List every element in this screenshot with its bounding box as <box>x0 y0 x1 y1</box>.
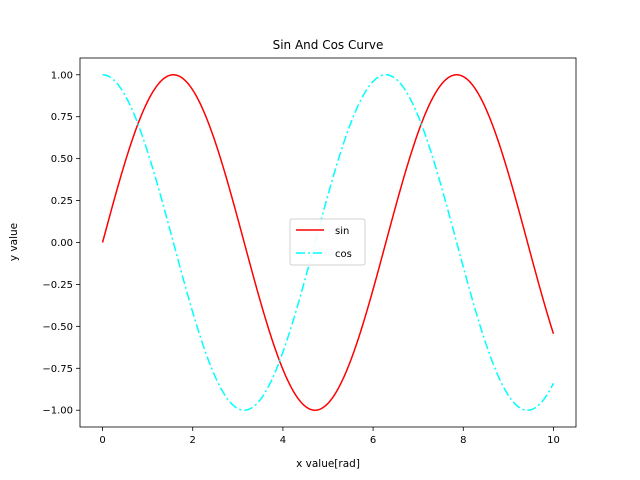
x-tick-label: 2 <box>190 435 196 446</box>
legend-label-cos: cos <box>335 249 352 260</box>
series-line-sin <box>101 74 555 411</box>
y-tick-label: 0.50 <box>51 154 73 165</box>
x-tick-label: 10 <box>547 435 560 446</box>
x-tick-label: 4 <box>280 435 286 446</box>
x-tick-label: 8 <box>460 435 466 446</box>
y-tick-label: 0.00 <box>51 238 73 249</box>
x-tick-label: 6 <box>370 435 376 446</box>
y-tick-label: −0.75 <box>42 364 73 375</box>
y-tick-label: 0.25 <box>51 196 73 207</box>
y-tick-label: 0.75 <box>51 112 73 123</box>
plot-area: 0 2 4 6 8 10 1.00 0.75 0.50 0.25 0.00 −0.25 −0.50 −0.… <box>42 57 577 446</box>
legend-box <box>289 218 366 266</box>
legend-label-sin: sin <box>335 226 349 237</box>
y-axis-label: y value <box>8 223 20 261</box>
series-line-cos <box>102 74 555 411</box>
legend: sin cos <box>289 218 366 266</box>
y-tick-label: −0.50 <box>42 322 73 333</box>
y-tick-label: −1.00 <box>42 406 73 417</box>
x-axis-label: x value[rad] <box>296 458 360 470</box>
x-tick-label: 0 <box>99 435 105 446</box>
y-tick-label: −0.25 <box>42 280 73 291</box>
chart-title: Sin And Cos Curve <box>273 38 384 52</box>
y-tick-label: 1.00 <box>51 70 73 81</box>
